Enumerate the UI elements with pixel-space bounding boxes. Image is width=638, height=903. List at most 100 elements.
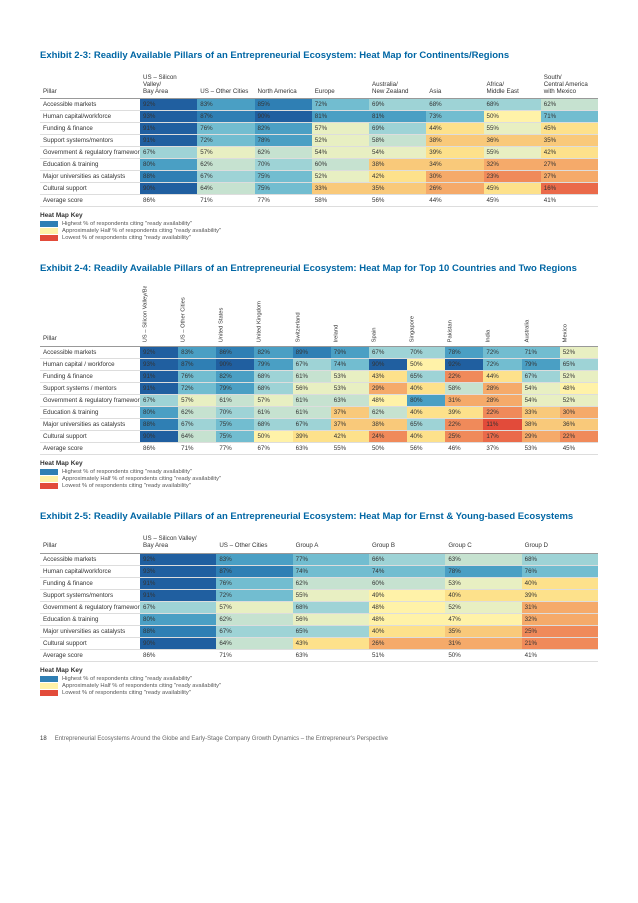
- heatmap-cell: 67%: [522, 370, 560, 382]
- heatmap-cell: 28%: [483, 394, 521, 406]
- heatmap-cell: 39%: [522, 589, 598, 601]
- average-cell: 46%: [445, 442, 483, 454]
- heatmap-cell: 74%: [369, 565, 445, 577]
- heatmap-cell: 16%: [541, 183, 598, 195]
- heatmap-cell: 32%: [484, 159, 541, 171]
- heatmap-cell: 86%: [216, 346, 254, 358]
- heatmap-cell: 30%: [426, 171, 483, 183]
- heatmap-cell: 68%: [426, 99, 483, 111]
- heatmap-cell: 60%: [369, 577, 445, 589]
- column-header: US – Silicon Valley/ Bay Area: [140, 534, 216, 553]
- heatmap-cell: 40%: [407, 382, 445, 394]
- heatmap-cell: 67%: [197, 171, 254, 183]
- heatmap-cell: 53%: [331, 370, 369, 382]
- heatmap-cell: 80%: [407, 394, 445, 406]
- heatmap-cell: 80%: [140, 613, 216, 625]
- heatmap-cell: 87%: [197, 111, 254, 123]
- heatmap-cell: 79%: [254, 358, 292, 370]
- column-header: Spain: [369, 286, 407, 346]
- heatmap-cell: 62%: [293, 577, 369, 589]
- heatmap-cell: 35%: [541, 135, 598, 147]
- average-cell: 53%: [522, 442, 560, 454]
- exhibit-25-title: Exhibit 2-5: Readily Available Pillars o…: [40, 511, 598, 522]
- pillar-label: Human capital / workforce: [40, 358, 140, 370]
- heatmap-cell: 78%: [445, 565, 521, 577]
- average-cell: 71%: [216, 649, 292, 661]
- heatmap-cell: 32%: [522, 613, 598, 625]
- column-header: Africa/Middle East: [484, 73, 541, 99]
- heatmap-cell: 75%: [255, 171, 312, 183]
- heatmap-cell: 91%: [140, 382, 178, 394]
- heatmap-cell: 78%: [445, 346, 483, 358]
- pillar-label: Major universities as catalysts: [40, 171, 140, 183]
- heatmap-cell: 23%: [484, 171, 541, 183]
- column-header: South/Central America with Mexico: [541, 73, 598, 99]
- exhibit-23-title: Exhibit 2-3: Readily Available Pillars o…: [40, 50, 598, 61]
- table-row: Human capital/workforce93%87%74%74%78%76…: [40, 565, 598, 577]
- heatmap-key-25: Heat Map Key Highest % of respondents ci…: [40, 667, 598, 696]
- heatmap-cell: 79%: [331, 346, 369, 358]
- key-row: Lowest % of respondents citing "ready av…: [40, 483, 598, 489]
- heatmap-cell: 39%: [445, 406, 483, 418]
- key-swatch: [40, 690, 58, 696]
- table-row: Accessible markets92%83%85%72%69%68%68%6…: [40, 99, 598, 111]
- key-label: Lowest % of respondents citing "ready av…: [62, 235, 191, 241]
- table-row: Government & regulatory framework67%57%6…: [40, 394, 598, 406]
- heatmap-cell: 91%: [140, 370, 178, 382]
- heatmap-cell: 31%: [445, 637, 521, 649]
- pillar-label: Cultural support: [40, 183, 140, 195]
- heatmap-key-23: Heat Map Key Highest % of respondents ci…: [40, 212, 598, 241]
- heatmap-cell: 87%: [178, 358, 216, 370]
- heatmap-cell: 56%: [293, 382, 331, 394]
- heatmap-cell: 33%: [522, 406, 560, 418]
- average-cell: 58%: [312, 195, 369, 207]
- heatmap-cell: 69%: [369, 99, 426, 111]
- heatmap-cell: 36%: [560, 418, 598, 430]
- heatmap-cell: 35%: [445, 625, 521, 637]
- average-row: Average score86%71%77%67%63%55%50%56%46%…: [40, 442, 598, 454]
- heatmap-cell: 73%: [426, 111, 483, 123]
- pillar-label: Accessible markets: [40, 346, 140, 358]
- heatmap-cell: 61%: [293, 406, 331, 418]
- column-header: Australia/ New Zealand: [369, 73, 426, 99]
- heatmap-cell: 81%: [369, 111, 426, 123]
- table-row: Support systems / mentors91%72%79%68%56%…: [40, 382, 598, 394]
- pillar-label: Education & training: [40, 406, 140, 418]
- heatmap-cell: 93%: [140, 111, 197, 123]
- average-row: Average score86%71%63%51%50%41%: [40, 649, 598, 661]
- heatmap-cell: 77%: [293, 553, 369, 565]
- heatmap-cell: 53%: [445, 577, 521, 589]
- heatmap-cell: 70%: [407, 346, 445, 358]
- table-row: Human capital/workforce93%87%90%81%81%73…: [40, 111, 598, 123]
- key-label: Highest % of respondents citing "ready a…: [62, 469, 192, 475]
- heatmap-cell: 79%: [216, 382, 254, 394]
- heatmap-cell: 76%: [178, 370, 216, 382]
- key-swatch: [40, 676, 58, 682]
- heatmap-cell: 91%: [140, 123, 197, 135]
- heatmap-cell: 88%: [140, 625, 216, 637]
- heatmap-cell: 68%: [254, 382, 292, 394]
- column-header: United Kingdom: [254, 286, 292, 346]
- column-header: Australia: [522, 286, 560, 346]
- heatmap-cell: 88%: [140, 171, 197, 183]
- heatmap-cell: 76%: [216, 577, 292, 589]
- average-cell: 51%: [369, 649, 445, 661]
- heatmap-cell: 62%: [369, 406, 407, 418]
- average-cell: 50%: [369, 442, 407, 454]
- heatmap-cell: 67%: [140, 147, 197, 159]
- average-cell: 77%: [216, 442, 254, 454]
- table-row: Accessible markets92%83%86%82%89%79%67%7…: [40, 346, 598, 358]
- average-cell: 45%: [560, 442, 598, 454]
- table-row: Cultural support90%64%75%33%35%26%45%16%: [40, 183, 598, 195]
- heatmap-cell: 48%: [369, 394, 407, 406]
- heatmap-cell: 55%: [484, 123, 541, 135]
- heatmap-cell: 40%: [407, 406, 445, 418]
- heatmap-cell: 61%: [254, 406, 292, 418]
- heatmap-cell: 28%: [483, 382, 521, 394]
- heatmap-cell: 67%: [369, 346, 407, 358]
- heatmap-cell: 91%: [140, 577, 216, 589]
- key-swatch: [40, 476, 58, 482]
- heatmap-cell: 48%: [369, 613, 445, 625]
- heatmap-cell: 92%: [140, 346, 178, 358]
- average-cell: 77%: [255, 195, 312, 207]
